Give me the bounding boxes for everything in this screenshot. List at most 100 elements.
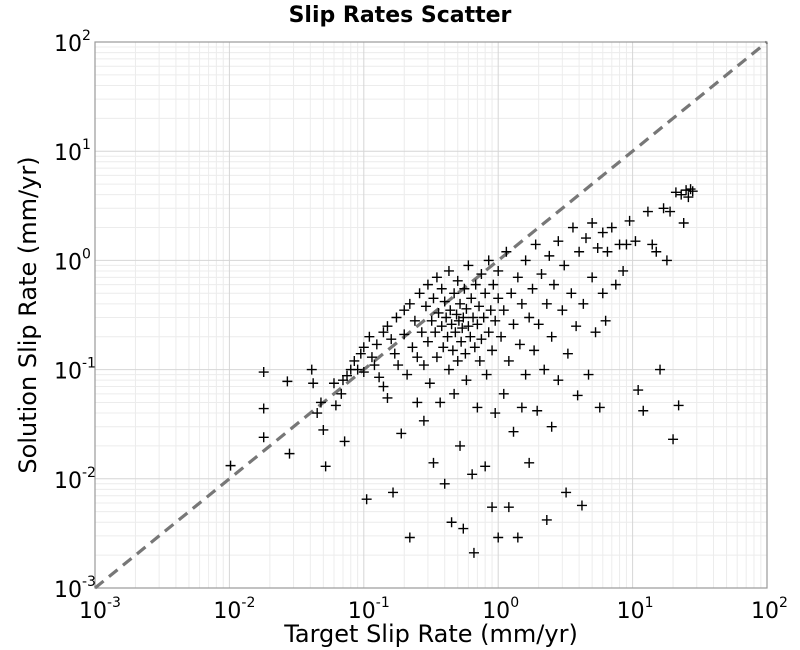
data-point <box>442 331 453 342</box>
data-point <box>474 355 485 366</box>
data-point <box>483 255 494 266</box>
plot-frame <box>94 41 768 589</box>
data-point <box>438 342 449 353</box>
x-tick-label: 10-1 <box>348 595 390 624</box>
data-point <box>544 250 555 261</box>
data-point <box>439 478 450 489</box>
data-point <box>493 532 504 543</box>
data-point <box>336 388 347 399</box>
data-point <box>461 303 472 314</box>
x-axis-label: Target Slip Rate (mm/yr) <box>283 620 578 648</box>
data-point <box>578 298 589 309</box>
y-tick-label: 10-2 <box>54 465 96 494</box>
data-point <box>466 293 477 304</box>
data-point <box>428 293 439 304</box>
data-point <box>308 378 319 389</box>
tick-label-exponent: 1 <box>82 137 91 153</box>
data-point <box>501 246 512 257</box>
grid <box>94 41 768 589</box>
data-point <box>621 239 632 250</box>
data-point <box>527 283 538 294</box>
data-point <box>446 517 457 528</box>
data-point <box>587 218 598 229</box>
data-point <box>389 348 400 359</box>
data-point <box>382 392 393 403</box>
data-point <box>443 364 454 375</box>
data-point <box>436 321 447 332</box>
data-point <box>618 265 629 276</box>
data-point <box>467 469 478 480</box>
data-point <box>493 265 504 276</box>
x-tick-label: 10-3 <box>79 595 121 624</box>
data-point <box>594 402 605 413</box>
data-point <box>433 307 444 318</box>
data-point <box>685 184 696 195</box>
data-point <box>529 345 540 356</box>
y-tick-label: 10-1 <box>54 356 96 385</box>
data-point <box>445 305 456 316</box>
data-point <box>583 369 594 380</box>
data-point <box>416 327 427 338</box>
data-point <box>366 352 377 363</box>
data-point <box>460 348 471 359</box>
data-point <box>422 336 433 347</box>
data-point <box>490 315 501 326</box>
data-point <box>463 260 474 271</box>
data-point <box>436 283 447 294</box>
data-point <box>430 327 441 338</box>
data-point <box>665 206 676 217</box>
tick-label-exponent: -3 <box>82 574 96 590</box>
tick-label-base: 10 <box>617 599 645 624</box>
tick-label-exponent: -2 <box>241 595 255 611</box>
data-point <box>258 367 269 378</box>
data-point <box>676 189 687 200</box>
data-point <box>439 296 450 307</box>
data-point <box>566 288 577 299</box>
data-point <box>431 272 442 283</box>
data-point <box>306 364 317 375</box>
tick-label-exponent: 0 <box>82 246 91 262</box>
y-tick-label: 101 <box>54 137 91 166</box>
data-point <box>468 547 479 558</box>
data-point <box>459 283 470 294</box>
data-point <box>514 339 525 350</box>
data-point <box>418 360 429 371</box>
data-point <box>472 402 483 413</box>
data-point <box>553 236 564 247</box>
data-point <box>435 397 446 408</box>
tick-label-exponent: -1 <box>376 595 390 611</box>
y-tick-label: 102 <box>54 28 91 57</box>
data-point <box>474 301 485 312</box>
data-point <box>661 255 672 266</box>
data-point <box>668 434 679 445</box>
data-point <box>431 352 442 363</box>
data-point <box>572 390 583 401</box>
x-tick-labels: 10-3 10-2 10-1 100 101 102 <box>79 595 788 624</box>
data-point <box>328 378 339 389</box>
data-point <box>399 305 410 316</box>
data-point <box>562 348 573 359</box>
tick-label-base: 10 <box>348 599 376 624</box>
data-point <box>516 402 527 413</box>
data-point <box>487 502 498 513</box>
data-point <box>443 265 454 276</box>
y-tick-label: 100 <box>54 246 91 275</box>
data-point <box>452 275 463 286</box>
data-point <box>597 288 608 299</box>
data-point <box>386 334 397 345</box>
tick-label-exponent: 2 <box>82 28 91 44</box>
x-tick-label: 10-2 <box>213 595 255 624</box>
data-point <box>342 370 353 381</box>
y-tick-labels: 1 0 -3 10-2 10-1 100 101 102 <box>54 28 96 603</box>
data-point <box>597 227 608 238</box>
data-point <box>414 288 425 299</box>
data-point <box>633 385 644 396</box>
data-point <box>404 298 415 309</box>
data-point <box>378 381 389 392</box>
data-point <box>670 187 681 198</box>
tick-label-exponent: 2 <box>779 595 788 611</box>
data-point <box>539 364 550 375</box>
data-point <box>225 460 236 471</box>
data-point <box>361 494 372 505</box>
